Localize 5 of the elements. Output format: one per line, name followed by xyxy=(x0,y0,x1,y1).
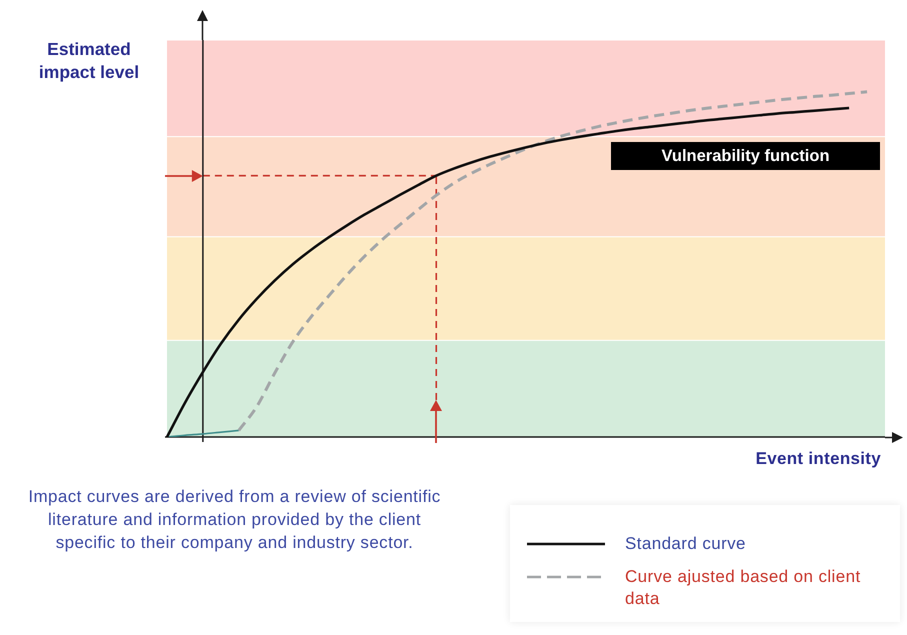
legend-label: Curve ajusted based on client data xyxy=(625,566,862,610)
legend-label: Standard curve xyxy=(625,533,747,555)
text: Impact curves are derived from a review of scientific literature and information provided by the client specific to their company and industry sector. xyxy=(27,486,442,554)
x-axis-title: Event intensity xyxy=(756,448,881,470)
y-axis-title: Estimated impact level xyxy=(38,38,140,84)
